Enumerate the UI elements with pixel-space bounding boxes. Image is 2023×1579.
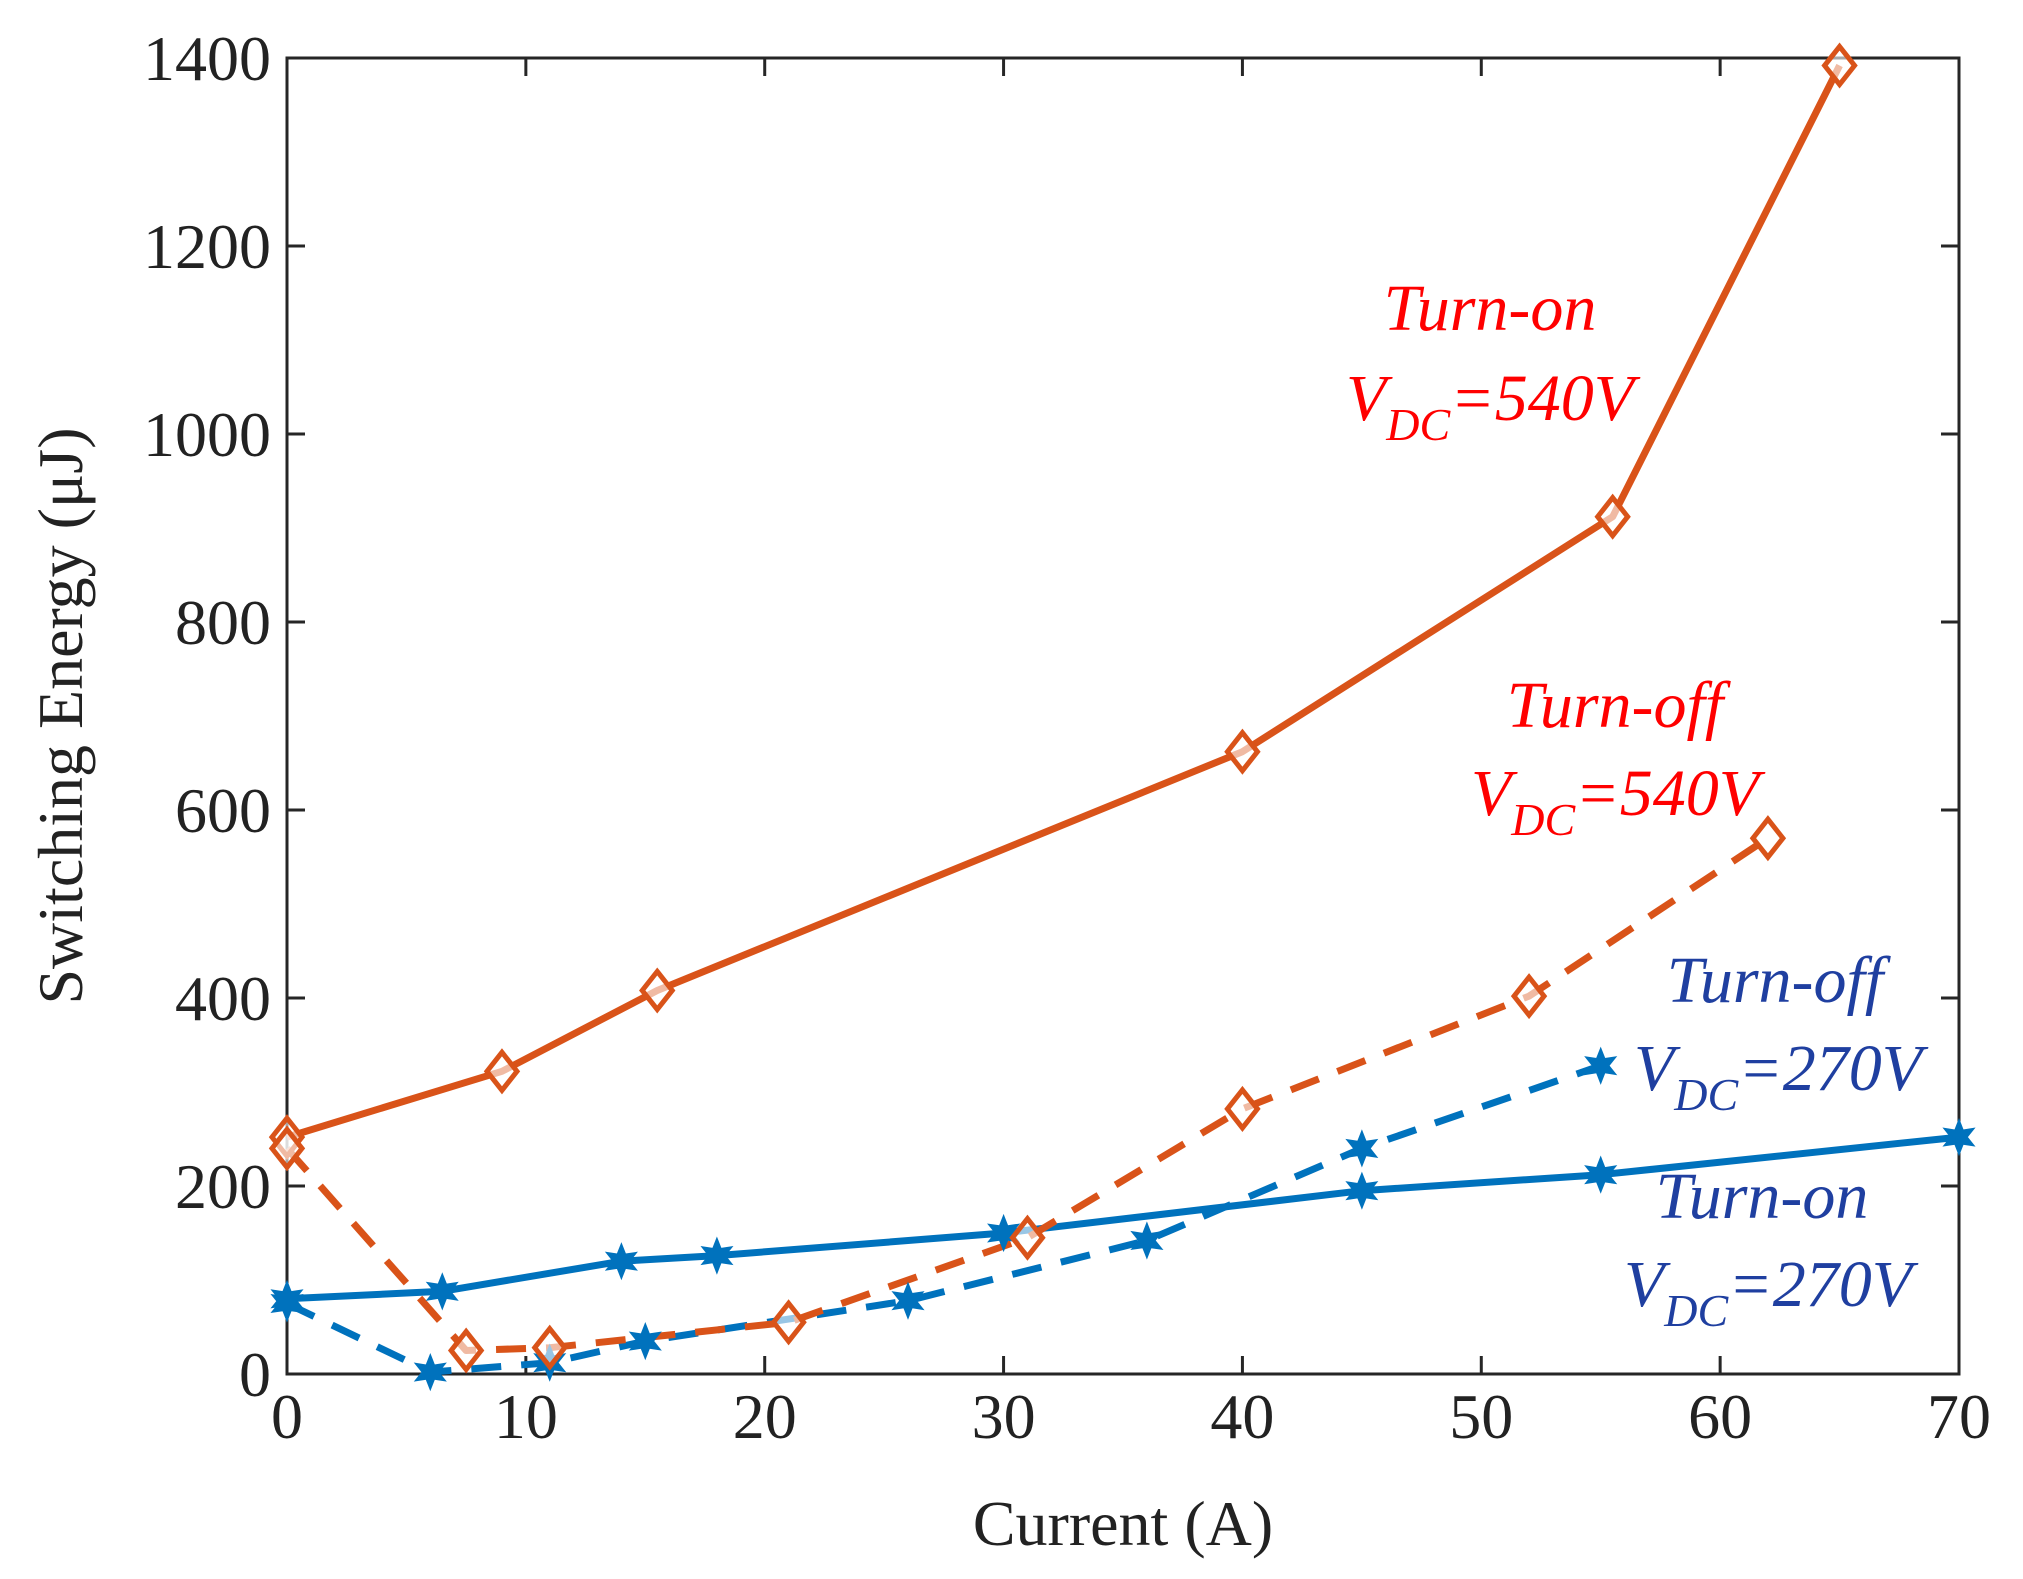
data-point-diamond bbox=[1821, 42, 1858, 89]
x-axis-title: Current (A) bbox=[973, 1488, 1273, 1559]
plot-area bbox=[285, 56, 1961, 1376]
ticks-layer: 0 10 20 30 40 50 60 70 0 200 400 600 800 1000 1200 1400 bbox=[143, 23, 1991, 1452]
data-point-star bbox=[604, 1242, 638, 1281]
data-point-diamond bbox=[1009, 1214, 1046, 1261]
x-tick-label: 0 bbox=[271, 1381, 303, 1452]
annotation-line2: VDC=270V bbox=[1634, 1032, 1929, 1120]
x-tick-label: 60 bbox=[1688, 1381, 1752, 1452]
data-point-diamond bbox=[1224, 1085, 1261, 1132]
x-tick-label: 20 bbox=[733, 1381, 797, 1452]
data-point-star bbox=[1942, 1117, 1976, 1157]
x-tick-label: 50 bbox=[1449, 1381, 1513, 1452]
series-line-turn-on-270v bbox=[286, 1133, 1960, 1303]
x-tick-label: 30 bbox=[972, 1381, 1036, 1452]
x-tick-label: 70 bbox=[1927, 1381, 1991, 1452]
data-point-diamond bbox=[268, 1125, 306, 1172]
data-point-diamond bbox=[483, 1048, 521, 1095]
markers-layer bbox=[268, 42, 1976, 1392]
y-tick-label: 0 bbox=[239, 1339, 271, 1410]
x-tick-label: 10 bbox=[494, 1381, 558, 1452]
annotation-line2: VDC=270V bbox=[1624, 1248, 1919, 1336]
data-point-star bbox=[1345, 1171, 1379, 1210]
y-axis-title: Switching Energy (μJ) bbox=[25, 427, 96, 1004]
data-point-diamond bbox=[531, 1324, 568, 1371]
data-point-diamond bbox=[1749, 815, 1787, 862]
data-point-star bbox=[1345, 1129, 1379, 1168]
data-point-star bbox=[891, 1281, 925, 1320]
annotation-line1: Turn-on bbox=[1656, 1160, 1869, 1233]
y-tick-label: 1200 bbox=[143, 211, 271, 282]
data-point-diamond bbox=[1224, 728, 1261, 775]
y-tick-label: 400 bbox=[175, 963, 271, 1034]
data-point-star bbox=[987, 1213, 1021, 1253]
annotation-line2: VDC=540V bbox=[1471, 757, 1766, 845]
y-tick-label: 200 bbox=[175, 1151, 271, 1222]
data-point-star bbox=[1584, 1046, 1618, 1085]
y-tick-label: 1400 bbox=[143, 23, 271, 94]
data-point-star bbox=[270, 1284, 304, 1323]
data-point-star bbox=[425, 1272, 459, 1311]
series-line-turn-off-540v bbox=[284, 835, 1770, 1354]
annotation-line2: VDC=540V bbox=[1346, 362, 1641, 450]
y-tick-label: 600 bbox=[175, 775, 271, 846]
annotation-line1: Turn-on bbox=[1384, 272, 1597, 345]
annotation-turn-on-270: Turn-on VDC=270V bbox=[1624, 1160, 1919, 1336]
series-line-turn-on-540v bbox=[285, 63, 1843, 1141]
annotation-line1: Turn-off bbox=[1667, 944, 1891, 1017]
y-tick-label: 800 bbox=[175, 587, 271, 658]
x-tick-label: 40 bbox=[1210, 1381, 1274, 1452]
annotation-turn-off-540: Turn-off VDC=540V bbox=[1471, 669, 1766, 845]
data-point-star bbox=[628, 1322, 662, 1361]
y-tick-label: 1000 bbox=[143, 399, 271, 470]
data-point-star bbox=[1584, 1155, 1618, 1194]
annotation-turn-off-270: Turn-off VDC=270V bbox=[1634, 944, 1929, 1120]
data-point-diamond bbox=[770, 1299, 807, 1346]
data-point-star bbox=[413, 1352, 447, 1392]
data-point-diamond bbox=[447, 1327, 485, 1374]
data-point-diamond bbox=[1510, 973, 1548, 1020]
data-point-diamond bbox=[1594, 493, 1631, 540]
data-point-star bbox=[1130, 1221, 1164, 1260]
annotation-line1: Turn-off bbox=[1507, 669, 1731, 742]
data-point-diamond bbox=[639, 967, 676, 1014]
annotation-turn-on-540: Turn-on VDC=540V bbox=[1346, 272, 1641, 450]
data-point-star bbox=[700, 1236, 734, 1275]
